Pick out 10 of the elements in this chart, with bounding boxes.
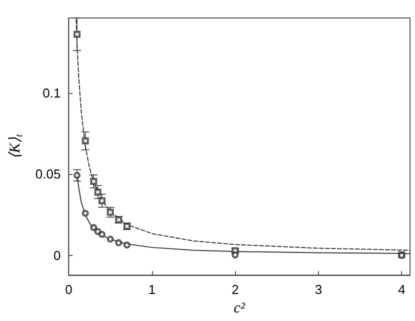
y-tick-label: 0 — [53, 248, 61, 264]
y-axis-title: ⟨K⟩t — [8, 134, 25, 159]
x-tick-label: 2 — [232, 282, 239, 298]
y-tick-label: 0.05 — [35, 166, 61, 182]
x-axis-title: c² — [234, 300, 246, 316]
x-tick-label: 3 — [314, 282, 322, 298]
x-tick-label: 0 — [65, 282, 72, 298]
x-tick-label: 1 — [148, 282, 156, 298]
x-tick-label: 4 — [398, 282, 406, 298]
y-tick-label: 0.1 — [42, 85, 61, 100]
